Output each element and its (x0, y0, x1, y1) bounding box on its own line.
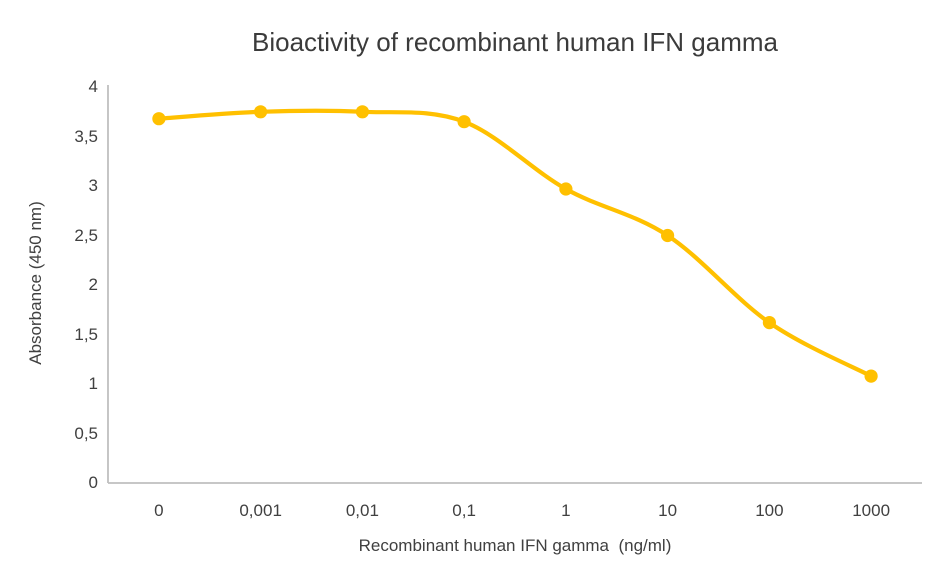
data-point-marker (457, 115, 471, 129)
x-axis-title: Recombinant human IFN gamma (ng/ml) (358, 536, 672, 555)
data-point-marker (355, 105, 369, 119)
x-tick-label: 100 (755, 501, 784, 520)
y-tick-label: 3 (88, 176, 98, 195)
data-point-marker (661, 228, 675, 243)
data-point-marker (152, 112, 166, 126)
x-tick-label: 0,001 (239, 501, 282, 520)
x-tick-label: 1000 (852, 501, 891, 520)
y-tick-label: 3,5 (74, 126, 98, 146)
y-tick-label: 2,5 (74, 225, 98, 245)
y-tick-label: 0,5 (74, 423, 98, 443)
y-tick-label: 4 (88, 77, 98, 96)
x-tick-label: 0,01 (345, 501, 379, 520)
data-point-marker (254, 105, 268, 119)
data-point-marker (864, 369, 878, 383)
y-tick-label: 1,5 (74, 324, 98, 344)
y-tick-label: 0 (88, 473, 98, 492)
x-tick-label: 1 (561, 501, 571, 520)
series-line (156, 108, 874, 379)
data-point-marker (559, 182, 573, 196)
chart-title: Bioactivity of recombinant human IFN gam… (252, 27, 778, 57)
y-tick-label: 1 (88, 374, 98, 393)
x-tick-label: 0,1 (452, 501, 476, 520)
x-tick-label: 10 (658, 501, 678, 520)
y-tick-label: 2 (88, 275, 98, 294)
data-point-marker (762, 316, 777, 330)
x-tick-label: 0 (154, 501, 164, 520)
